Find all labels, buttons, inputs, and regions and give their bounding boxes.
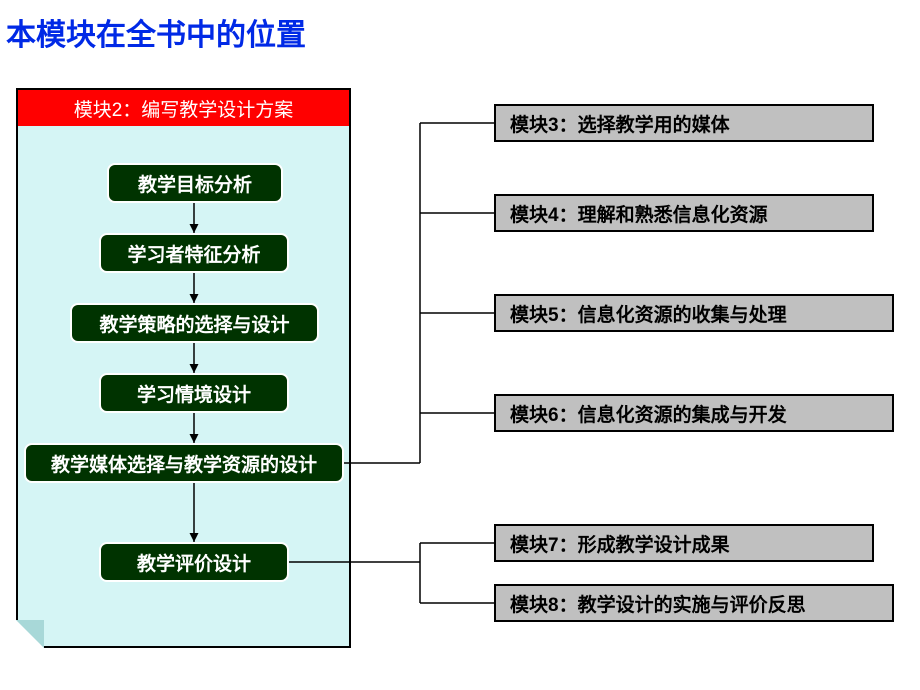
flow-box-f2: 学习者特征分析 bbox=[99, 233, 289, 273]
flow-box-f6: 教学评价设计 bbox=[99, 542, 289, 582]
flow-box-f3: 教学策略的选择与设计 bbox=[70, 303, 319, 343]
module-box-r8: 模块8：教学设计的实施与评价反思 bbox=[494, 584, 894, 622]
module-box-r4: 模块4：理解和熟悉信息化资源 bbox=[494, 194, 874, 232]
module-box-r5: 模块5：信息化资源的收集与处理 bbox=[494, 294, 894, 332]
module2-header: 模块2：编写教学设计方案 bbox=[18, 90, 349, 126]
flow-box-f4: 学习情境设计 bbox=[99, 373, 289, 413]
module-box-r6: 模块6：信息化资源的集成与开发 bbox=[494, 394, 894, 432]
flow-box-f1: 教学目标分析 bbox=[107, 163, 283, 203]
flow-box-f5: 教学媒体选择与教学资源的设计 bbox=[24, 443, 344, 483]
module-box-r3: 模块3：选择教学用的媒体 bbox=[494, 104, 874, 142]
panel-fold bbox=[16, 620, 44, 648]
module-box-r7: 模块7：形成教学设计成果 bbox=[494, 524, 874, 562]
page-title: 本模块在全书中的位置 bbox=[6, 10, 306, 54]
